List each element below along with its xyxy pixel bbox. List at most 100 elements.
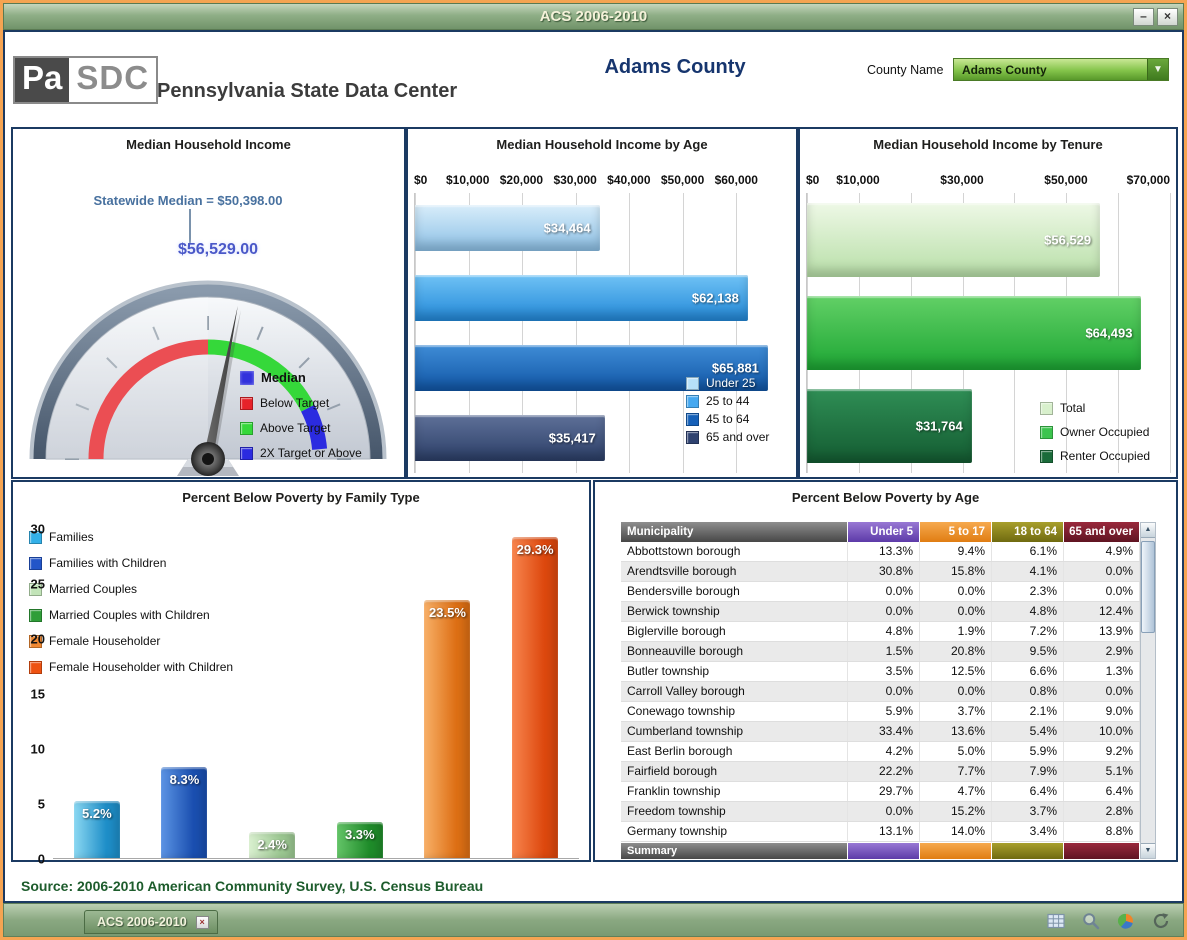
legend-item-25-to-44: 25 to 44 (686, 394, 798, 408)
poverty-value-cell: 14.0% (920, 822, 992, 841)
gauge-outer-ring (33, 284, 383, 460)
axis-tick-label: $30,000 (553, 173, 597, 187)
table-row-germany-township[interactable]: Germany township 13.1% 14.0% 3.4% 8.8% (621, 822, 1140, 842)
bar-value-label: $62,138 (691, 290, 739, 306)
table-row-cumberland-township[interactable]: Cumberland township 33.4% 13.6% 5.4% 10.0% (621, 722, 1140, 742)
table-row-bendersville-borough[interactable]: Bendersville borough 0.0% 0.0% 2.3% 0.0% (621, 582, 1140, 602)
poverty-value-cell: 4.7% (920, 782, 992, 801)
column-header-under-5: Under 5 (848, 522, 920, 542)
legend-swatch (29, 582, 42, 596)
table-row-conewago-township[interactable]: Conewago township 5.9% 3.7% 2.1% 9.0% (621, 702, 1140, 722)
bar-families: 5.2% (73, 800, 120, 858)
legend-swatch (240, 446, 253, 460)
table-row-arendtsville-borough[interactable]: Arendtsville borough 30.8% 15.8% 4.1% 0.0% (621, 562, 1140, 582)
table-row-franklin-township[interactable]: Franklin township 29.7% 4.7% 6.4% 6.4% (621, 782, 1140, 802)
gauge-outer-glow (29, 280, 387, 460)
close-button[interactable]: × (1157, 8, 1178, 26)
poverty-value-cell: 4.2% (848, 742, 920, 761)
table-row-east-berlin-borough[interactable]: East Berlin borough 4.2% 5.0% 5.9% 9.2% (621, 742, 1140, 762)
county-dropdown[interactable]: Adams County ▼ (953, 58, 1169, 81)
chart-type-icon[interactable] (1116, 911, 1136, 931)
legend-label: Renter Occupied (1060, 449, 1151, 463)
table-row-fairfield-borough[interactable]: Fairfield borough 22.2% 7.7% 7.9% 5.1% (621, 762, 1140, 782)
legend-item-45-to-64: 45 to 64 (686, 412, 798, 426)
table-row-butler-township[interactable]: Butler township 3.5% 12.5% 6.6% 1.3% (621, 662, 1140, 682)
poverty-value-cell: 13.6% (920, 722, 992, 741)
legend-item-families: Families (29, 530, 279, 544)
logo-sdc-text: SDC (69, 58, 157, 102)
chevron-down-icon[interactable]: ▼ (1147, 59, 1168, 80)
table-row-abbottstown-borough[interactable]: Abbottstown borough 13.3% 9.4% 6.1% 4.9% (621, 542, 1140, 562)
table-row-bonneauville-borough[interactable]: Bonneauville borough 1.5% 20.8% 9.5% 2.9% (621, 642, 1140, 662)
bar-value-label: 2.4% (257, 836, 287, 852)
poverty-value-cell: 6.4% (992, 782, 1064, 801)
legend-swatch (686, 394, 699, 408)
statewide-median-label: Statewide Median = $50,398.00 (93, 193, 283, 208)
table-summary-row[interactable]: Summary (621, 843, 1140, 859)
legend-swatch (1040, 401, 1053, 415)
poverty-value-cell: 2.3% (992, 582, 1064, 601)
table-row-carroll-valley-borough[interactable]: Carroll Valley borough 0.0% 0.0% 0.8% 0.0% (621, 682, 1140, 702)
scrollbar-track[interactable] (1141, 538, 1155, 843)
gridline (1170, 193, 1171, 473)
table-scrollbar[interactable]: ▲ ▼ (1140, 522, 1156, 859)
poverty-value-cell: 7.2% (992, 622, 1064, 641)
poverty-value-cell: 1.5% (848, 642, 920, 661)
gauge-legend-title-row: Median (240, 370, 400, 385)
municipality-cell: Abbottstown borough (621, 542, 848, 561)
axis-tick-label: $10,000 (836, 173, 880, 187)
scrollbar-thumb[interactable] (1141, 541, 1155, 633)
bar-families-with-children: 8.3% (161, 766, 208, 858)
table-row-freedom-township[interactable]: Freedom township 0.0% 15.2% 3.7% 2.8% (621, 802, 1140, 822)
poverty-value-cell: 15.2% (920, 802, 992, 821)
panel-poverty-by-family: Percent Below Poverty by Family Type Fam… (11, 480, 591, 867)
table-view-icon[interactable] (1046, 911, 1066, 931)
gridline (575, 193, 577, 473)
poverty-value-cell: 22.2% (848, 762, 920, 781)
poverty-value-cell: 12.5% (920, 662, 992, 681)
poverty-value-cell: 6.6% (992, 662, 1064, 681)
gauge-face (45, 296, 371, 460)
gridline (415, 193, 416, 473)
legend-item-married-couples-with-children: Married Couples with Children (29, 608, 279, 622)
poverty-value-cell: 7.7% (920, 762, 992, 781)
scroll-up-button[interactable]: ▲ (1141, 523, 1155, 538)
y-axis-label: 5 (37, 796, 45, 812)
taskbar-tab-acs[interactable]: ACS 2006-2010 × (84, 910, 218, 934)
tab-close-icon[interactable]: × (195, 915, 209, 929)
pasdc-logo: Pa SDC (13, 56, 159, 104)
scroll-down-button[interactable]: ▼ (1141, 843, 1155, 858)
legend-item-above-target: Above Target (240, 421, 400, 435)
axis-tick-label: $30,000 (940, 173, 984, 187)
bar-25-to-44: $62,138 (415, 275, 748, 321)
poverty-value-cell: 2.1% (992, 702, 1064, 721)
family-y-axis: 30 25 20 15 10 5 0 (21, 522, 45, 867)
table-row-biglerville-borough[interactable]: Biglerville borough 4.8% 1.9% 7.2% 13.9% (621, 622, 1140, 642)
gauge-value-label: $56,529.00 (177, 241, 259, 258)
summary-label-cell[interactable]: Summary (621, 843, 848, 859)
column-header-65-and-over: 65 and over (1064, 522, 1140, 542)
zoom-icon[interactable] (1081, 911, 1101, 931)
legend-item-under-25: Under 25 (686, 376, 798, 390)
municipality-cell: Bonneauville borough (621, 642, 848, 661)
refresh-icon[interactable] (1151, 911, 1171, 931)
panel-poverty-by-age: Percent Below Poverty by Age Municipalit… (593, 480, 1178, 862)
poverty-value-cell: 5.9% (848, 702, 920, 721)
poverty-value-cell: 9.4% (920, 542, 992, 561)
taskbar-icons (1046, 911, 1171, 931)
poverty-value-cell: 3.5% (848, 662, 920, 681)
minimize-button[interactable]: – (1133, 8, 1154, 26)
legend-label: 25 to 44 (706, 394, 750, 408)
poverty-value-cell: 5.1% (1064, 762, 1140, 781)
municipality-cell: Berwick township (621, 602, 848, 621)
poverty-value-cell: 5.0% (920, 742, 992, 761)
bar-value-label: $31,764 (915, 418, 963, 434)
gauge-ticks (65, 316, 351, 460)
table-row-berwick-township[interactable]: Berwick township 0.0% 0.0% 4.8% 12.4% (621, 602, 1140, 622)
axis-tick-label: $0 (414, 173, 428, 187)
axis-tick-label: $0 (806, 173, 820, 187)
y-axis-label: 25 (30, 576, 45, 592)
legend-item-female-householder-with-children: Female Householder with Children (29, 660, 279, 674)
poverty-value-cell: 0.0% (848, 682, 920, 701)
municipality-cell: Fairfield borough (621, 762, 848, 781)
